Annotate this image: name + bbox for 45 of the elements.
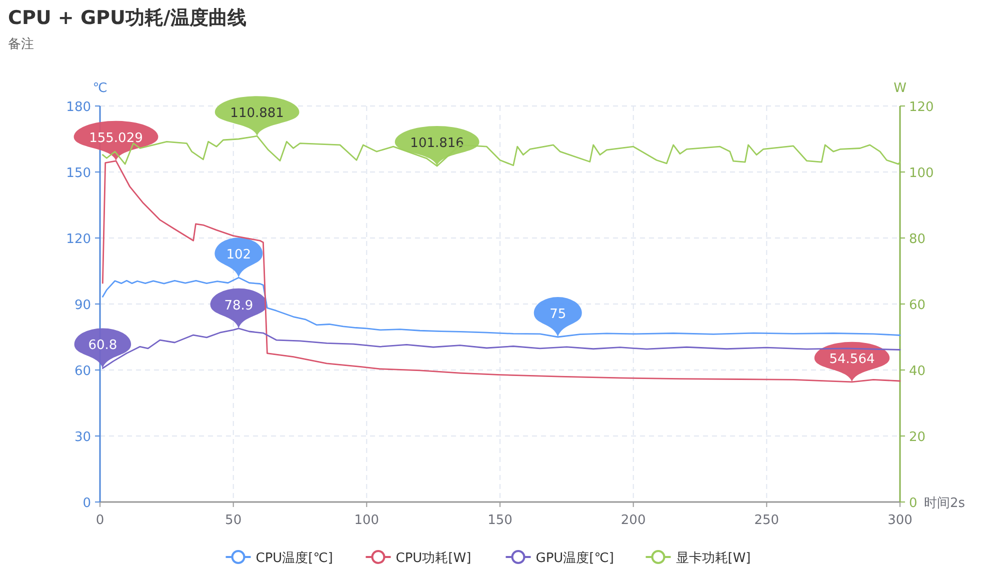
pin: 75: [534, 297, 582, 337]
data-label: 60.8: [88, 338, 118, 354]
data-label: 54.564: [829, 352, 875, 367]
line-series: [102, 276, 901, 338]
pin: 54.564: [814, 342, 890, 382]
data-label: 155.029: [89, 130, 143, 146]
legend-label: CPU温度[℃]: [256, 550, 333, 566]
x-tick-label: 250: [754, 513, 780, 528]
y2-tick-label: 40: [909, 364, 926, 379]
data-label: 78.9: [224, 298, 254, 314]
y-tick-label: 30: [74, 430, 91, 445]
pin: 78.9: [210, 288, 268, 328]
y2-axis-title: W: [894, 81, 907, 96]
data-label: 102: [226, 248, 252, 263]
y2-tick-label: 0: [909, 496, 918, 511]
x-tick-label: 0: [96, 513, 104, 528]
legend-label: 显卡功耗[W]: [676, 551, 751, 566]
x-tick-label: 150: [488, 513, 512, 528]
y2-tick-label: 100: [909, 166, 934, 181]
y-tick-label: 120: [66, 232, 91, 247]
pin: 110.881: [214, 96, 300, 136]
legend-label: CPU功耗[W]: [396, 551, 472, 566]
data-label: 75: [550, 307, 566, 322]
x-axis-title: 时间2s: [924, 496, 966, 511]
x-tick-label: 200: [620, 513, 646, 528]
pin: 101.816: [394, 126, 480, 166]
y-tick-label: 150: [66, 166, 91, 181]
chart-subtitle: 备注: [8, 37, 34, 52]
data-label: 110.881: [230, 106, 284, 122]
legend-label: GPU温度[℃]: [536, 550, 614, 566]
y2-tick-label: 80: [909, 232, 926, 247]
y2-tick-label: 120: [909, 100, 934, 115]
y-axis-title: ℃: [92, 81, 108, 96]
y-tick-label: 90: [74, 298, 91, 313]
chart-title: CPU + GPU功耗/温度曲线: [8, 7, 246, 29]
y2-tick-label: 20: [909, 430, 926, 445]
x-tick-label: 100: [354, 513, 380, 528]
pin: 102: [214, 238, 263, 278]
pin: 155.029: [74, 120, 158, 161]
y-tick-label: 0: [82, 496, 91, 511]
x-tick-label: 50: [225, 513, 242, 528]
x-tick-label: 300: [888, 513, 912, 528]
data-label: 101.816: [410, 136, 464, 152]
y-tick-label: 180: [66, 100, 91, 115]
y2-tick-label: 60: [909, 298, 926, 313]
